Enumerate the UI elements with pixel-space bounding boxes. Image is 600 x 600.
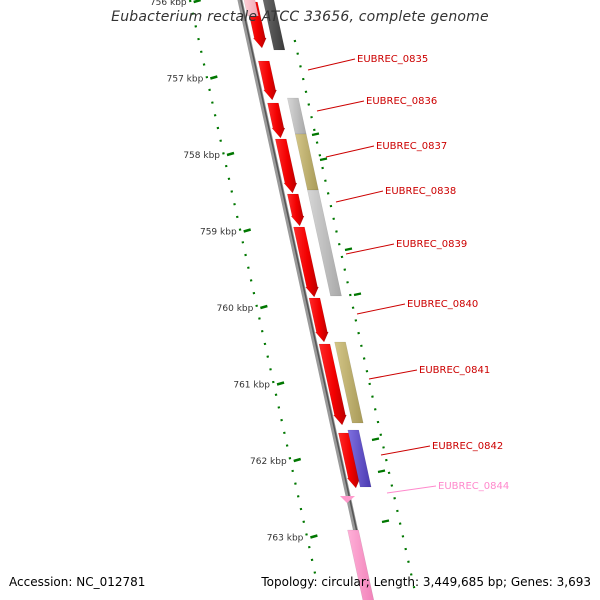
track-hash-mark <box>344 247 353 252</box>
gene-label: EUBREC_0839 <box>396 239 467 250</box>
gene-block-pink <box>347 529 375 600</box>
kbp-tick <box>310 534 318 539</box>
gene-label-leader <box>386 485 437 494</box>
gene-arrow-forward <box>267 102 286 139</box>
kbp-tick-label: 763 kbp <box>267 534 304 544</box>
track-hash-mark <box>353 292 362 297</box>
gene-arrow-forward <box>274 138 298 194</box>
genome-title: Eubacterium rectale ATCC 33656, complete… <box>111 9 489 25</box>
inner-ruler-dots <box>188 0 317 576</box>
genome-stats-text: Topology: circular; Length: 3,449,685 bp… <box>261 575 591 589</box>
kbp-tick <box>260 304 268 310</box>
gene-label-leader <box>380 445 431 456</box>
gene-label: EUBREC_0840 <box>407 299 478 310</box>
gene-label-leader <box>335 190 384 203</box>
track-hash-mark <box>319 157 328 162</box>
kbp-tick <box>193 0 201 4</box>
gene-label: EUBREC_0842 <box>432 441 503 452</box>
gene-block-dark <box>262 0 286 51</box>
track-hash-mark <box>371 437 380 442</box>
kbp-tick <box>226 151 235 157</box>
kbp-tick <box>276 381 285 386</box>
track-hash-mark <box>377 469 386 474</box>
gene-label: EUBREC_0835 <box>357 54 428 65</box>
gene-label: EUBREC_0841 <box>419 365 490 376</box>
gene-label-leader <box>356 303 406 315</box>
gene-block-gray <box>307 189 342 297</box>
gene-label: EUBREC_0838 <box>385 186 456 197</box>
kbp-tick-label: 759 kbp <box>200 228 237 238</box>
backbone-layer <box>237 0 374 600</box>
gene-marker-pink <box>340 496 355 503</box>
kbp-tick-label: 761 kbp <box>233 381 270 391</box>
kbp-tick <box>243 228 252 233</box>
gene-block-olive <box>334 341 364 424</box>
gene-layer <box>243 0 375 600</box>
label-layer: EUBREC_0835 EUBREC_0836 EUBREC_0837 EUBREC_… <box>307 54 509 494</box>
track-hash-mark <box>381 519 390 524</box>
kbp-tick <box>209 75 218 80</box>
gene-label-leader <box>368 369 418 380</box>
gene-block-gray <box>287 97 307 135</box>
kbp-tick-label: 758 kbp <box>183 151 220 161</box>
gene-label: EUBREC_0844 <box>438 481 509 492</box>
accession-text: Accession: NC_012781 <box>9 575 146 589</box>
gene-arrow-forward <box>308 297 329 343</box>
kbp-tick-label: 757 kbp <box>167 75 204 85</box>
gene-block-purple <box>347 429 372 488</box>
backbone-line <box>237 0 374 600</box>
gene-label-leader <box>316 100 365 112</box>
gene-label-leader <box>325 145 375 158</box>
gene-label-leader <box>307 58 356 71</box>
kbp-tick-label: 760 kbp <box>217 304 254 314</box>
gene-label: EUBREC_0837 <box>376 141 447 152</box>
gene-arrow-forward <box>257 60 278 101</box>
kbp-tick-label: 762 kbp <box>250 457 287 467</box>
outer-ruler-dots <box>293 39 416 591</box>
gene-label: EUBREC_0836 <box>366 96 437 107</box>
track-hash-mark <box>311 132 320 137</box>
gene-arrow-forward <box>293 226 319 298</box>
gene-arrow-forward <box>318 343 347 426</box>
backbone-line-edge <box>240 0 373 600</box>
gene-label-leader <box>345 243 395 255</box>
tick-layer: 756 kbp 757 kbp 758 kbp 759 kbp 760 kbp 761 k… <box>150 0 416 591</box>
gene-block-olive <box>294 133 319 191</box>
gene-arrow-forward <box>286 193 305 227</box>
kbp-tick <box>293 457 302 463</box>
kbp-tick-label: 756 kbp <box>150 0 187 8</box>
gene-block-lightpink <box>243 0 259 17</box>
